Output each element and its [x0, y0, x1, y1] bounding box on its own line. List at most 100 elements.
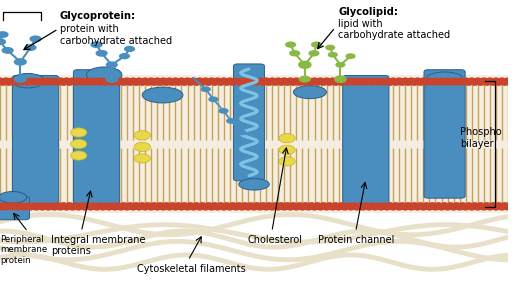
Circle shape: [473, 204, 483, 210]
Circle shape: [134, 131, 151, 140]
Circle shape: [410, 80, 419, 86]
Circle shape: [394, 204, 404, 210]
Circle shape: [404, 202, 413, 208]
Circle shape: [488, 202, 498, 208]
Circle shape: [339, 204, 350, 210]
Circle shape: [23, 80, 32, 86]
Circle shape: [127, 204, 138, 210]
FancyBboxPatch shape: [73, 70, 120, 204]
Circle shape: [422, 80, 431, 86]
Circle shape: [138, 202, 146, 208]
Circle shape: [234, 80, 243, 86]
Circle shape: [295, 80, 304, 86]
Circle shape: [73, 204, 84, 210]
Circle shape: [307, 80, 316, 86]
Circle shape: [382, 204, 392, 210]
Circle shape: [43, 204, 54, 210]
Text: Glycolipid:: Glycolipid:: [338, 7, 398, 16]
Circle shape: [194, 204, 205, 210]
Circle shape: [327, 204, 338, 210]
Circle shape: [210, 202, 219, 208]
Circle shape: [410, 202, 419, 208]
Text: protein with
carbohydrate attached: protein with carbohydrate attached: [60, 24, 172, 46]
Circle shape: [192, 202, 201, 208]
Circle shape: [176, 78, 187, 84]
Circle shape: [307, 202, 316, 208]
Circle shape: [333, 204, 344, 210]
Circle shape: [89, 80, 98, 86]
Circle shape: [503, 78, 512, 84]
Circle shape: [339, 78, 350, 84]
Circle shape: [379, 202, 389, 208]
Circle shape: [349, 80, 358, 86]
Circle shape: [79, 78, 90, 84]
Circle shape: [364, 78, 374, 84]
Circle shape: [43, 204, 54, 210]
Circle shape: [162, 202, 171, 208]
Circle shape: [108, 202, 116, 208]
Circle shape: [259, 202, 268, 208]
Circle shape: [97, 204, 108, 210]
Circle shape: [289, 50, 300, 56]
Circle shape: [83, 80, 92, 86]
Circle shape: [252, 80, 262, 86]
Circle shape: [343, 80, 352, 86]
Circle shape: [339, 78, 350, 84]
Circle shape: [188, 78, 199, 84]
Circle shape: [301, 80, 310, 86]
Circle shape: [424, 204, 435, 210]
Circle shape: [146, 78, 157, 84]
Circle shape: [346, 78, 356, 84]
Circle shape: [77, 80, 86, 86]
Circle shape: [479, 78, 489, 84]
Circle shape: [116, 78, 126, 84]
Circle shape: [14, 58, 27, 66]
Circle shape: [343, 80, 352, 86]
Circle shape: [124, 46, 135, 52]
Circle shape: [309, 204, 320, 210]
Circle shape: [114, 202, 122, 208]
Circle shape: [301, 80, 310, 86]
Circle shape: [83, 80, 92, 86]
Circle shape: [295, 80, 304, 86]
Circle shape: [224, 78, 235, 84]
Circle shape: [180, 80, 189, 86]
Ellipse shape: [427, 72, 462, 84]
Circle shape: [394, 204, 404, 210]
Circle shape: [49, 78, 60, 84]
Circle shape: [271, 80, 280, 86]
Circle shape: [216, 80, 225, 86]
Circle shape: [424, 78, 435, 84]
Circle shape: [449, 204, 459, 210]
Circle shape: [236, 130, 246, 135]
Circle shape: [343, 202, 352, 208]
Circle shape: [434, 202, 443, 208]
Circle shape: [386, 80, 395, 86]
Circle shape: [152, 204, 163, 210]
Circle shape: [497, 78, 507, 84]
Circle shape: [484, 204, 495, 210]
Circle shape: [47, 80, 56, 86]
Circle shape: [103, 78, 114, 84]
Circle shape: [156, 80, 165, 86]
Circle shape: [1, 78, 11, 84]
Circle shape: [337, 202, 346, 208]
Circle shape: [267, 204, 278, 210]
Circle shape: [446, 202, 455, 208]
Circle shape: [279, 134, 295, 143]
Circle shape: [7, 78, 17, 84]
Circle shape: [313, 202, 322, 208]
Circle shape: [150, 202, 159, 208]
Circle shape: [501, 202, 509, 208]
Circle shape: [31, 204, 41, 210]
Circle shape: [14, 75, 27, 83]
Circle shape: [37, 78, 48, 84]
Circle shape: [55, 204, 66, 210]
Circle shape: [29, 80, 38, 86]
Circle shape: [101, 80, 111, 86]
Circle shape: [416, 202, 425, 208]
Circle shape: [92, 78, 102, 84]
Circle shape: [138, 80, 146, 86]
Circle shape: [0, 204, 5, 210]
Circle shape: [449, 78, 459, 84]
